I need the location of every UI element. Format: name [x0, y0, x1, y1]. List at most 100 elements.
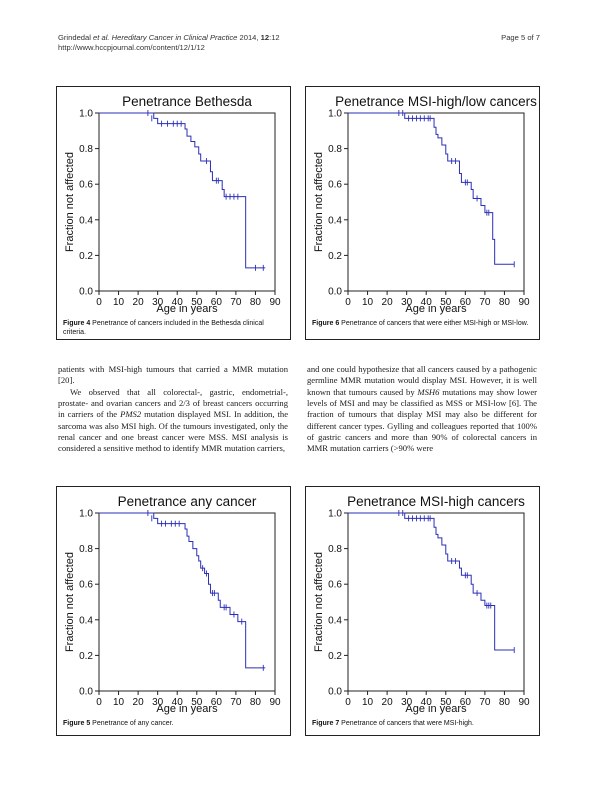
x-tick-label: 60	[460, 697, 472, 708]
x-tick-label: 10	[113, 297, 125, 308]
y-tick-label: 1.0	[79, 109, 93, 120]
y-tick-label: 0.0	[328, 687, 342, 698]
x-tick-label: 90	[269, 697, 281, 708]
x-tick-label: 30	[401, 297, 413, 308]
y-tick-label: 0.4	[328, 215, 342, 226]
y-tick-label: 0.0	[79, 687, 93, 698]
x-tick-label: 30	[401, 697, 413, 708]
figure-5-caption-label: Figure 5	[63, 720, 91, 727]
figure-5-caption: Figure 5 Penetrance of any cancer.	[63, 719, 284, 728]
x-tick-label: 60	[211, 297, 223, 308]
y-tick-label: 0.4	[79, 215, 93, 226]
figure-5-chart: Penetrance any cancer 0 10 20 30 40 50 60 70 80 90…	[64, 494, 281, 715]
y-axis-label: Fraction not affected	[313, 552, 325, 652]
y-tick-label: 0.2	[79, 651, 93, 662]
figure-7-caption: Figure 7 Penetrance of cancers that were…	[312, 719, 533, 728]
figure-4-caption: Figure 4 Penetrance of cancers included …	[63, 319, 284, 337]
citation-issue: :12	[269, 33, 280, 42]
body-column-left: patients with MSI-high tumours that carr…	[58, 364, 288, 455]
y-tick-label: 0.6	[328, 180, 342, 191]
y-tick-label: 0.2	[79, 251, 93, 262]
y-tick-label: 0.2	[328, 251, 342, 262]
chart-title: Penetrance Bethesda	[122, 94, 252, 109]
survival-curve	[348, 512, 515, 651]
x-tick-label: 80	[250, 297, 262, 308]
paragraph-text: mutations may show lower levels of MSI a…	[307, 386, 537, 454]
y-axis-label: Fraction not affected	[64, 552, 76, 652]
plot-frame	[98, 112, 276, 292]
survival-curve	[348, 112, 515, 265]
gene-name: MSH6	[417, 386, 440, 397]
figure-5: Penetrance any cancer 0 10 20 30 40 50 60 70 80 90…	[56, 486, 291, 736]
x-tick-label: 20	[382, 697, 394, 708]
y-tick-label: 0.8	[79, 544, 93, 555]
paragraph: and one could hypothesize that all cance…	[307, 364, 537, 455]
y-tick-label: 1.0	[328, 509, 342, 520]
x-tick-label: 10	[113, 697, 125, 708]
x-tick-label: 10	[362, 697, 374, 708]
body-column-right: and one could hypothesize that all cance…	[307, 364, 537, 455]
y-tick-label: 0.4	[328, 615, 342, 626]
x-tick-label: 50	[191, 697, 203, 708]
figure-6-chart: Penetrance MSI-high/low cancers 0 10 20 30 40…	[313, 94, 537, 315]
chart-title: Penetrance any cancer	[118, 494, 257, 509]
x-tick-label: 30	[152, 697, 164, 708]
y-tick-label: 0.8	[79, 144, 93, 155]
figure-4-caption-label: Figure 4	[63, 320, 91, 327]
citation: Grindedal et al. Hereditary Cancer in Cl…	[58, 33, 280, 43]
y-tick-label: 1.0	[79, 509, 93, 520]
gene-name: PMS2	[120, 409, 142, 420]
x-axis-label: Age in years	[156, 703, 218, 715]
x-tick-label: 40	[172, 697, 184, 708]
figure-6-caption-text: Penetrance of cancers that were either M…	[339, 320, 529, 327]
article-url[interactable]: http://www.hccpjournal.com/content/12/1/…	[58, 43, 205, 52]
citation-journal: Hereditary Cancer in Clinical Practice	[109, 33, 238, 42]
y-tick-label: 0.6	[79, 580, 93, 591]
x-axis-label: Age in years	[405, 303, 467, 315]
paragraph-text: mutation displayed MSI. In addition, the…	[58, 409, 289, 454]
x-tick-label: 90	[269, 297, 281, 308]
x-tick-label: 40	[421, 697, 433, 708]
y-tick-label: 0.6	[79, 180, 93, 191]
survival-curve	[99, 112, 266, 269]
x-tick-label: 50	[440, 697, 452, 708]
figure-6: Penetrance MSI-high/low cancers 0 10 20 30 40…	[305, 86, 540, 340]
plot-frame	[98, 512, 276, 692]
x-tick-label: 90	[518, 697, 530, 708]
figure-7-caption-label: Figure 7	[312, 720, 340, 727]
x-tick-label: 50	[191, 297, 203, 308]
x-tick-label: 10	[362, 297, 374, 308]
y-tick-label: 0.0	[328, 287, 342, 298]
x-tick-label: 0	[96, 697, 102, 708]
figure-5-caption-text: Penetrance of any cancer.	[90, 720, 174, 727]
citation-year: 2014,	[237, 33, 261, 42]
x-tick-label: 80	[499, 297, 511, 308]
y-tick-label: 1.0	[328, 109, 342, 120]
x-tick-label: 70	[479, 297, 491, 308]
x-tick-label: 20	[133, 697, 145, 708]
y-tick-label: 0.2	[328, 651, 342, 662]
citation-authors: Grindedal	[58, 33, 94, 42]
paragraph: patients with MSI-high tumours that carr…	[58, 364, 288, 386]
y-tick-label: 0.0	[79, 287, 93, 298]
figure-4-chart: Penetrance Bethesda 0 10 20 30 40 50 60 70 80 90 0.…	[64, 94, 281, 315]
figure-6-caption: Figure 6 Penetrance of cancers that were…	[312, 319, 533, 328]
x-tick-label: 20	[133, 297, 145, 308]
x-tick-label: 70	[230, 297, 242, 308]
x-tick-label: 20	[382, 297, 394, 308]
plot-frame	[347, 112, 525, 292]
page-number: Page 5 of 7	[501, 33, 540, 42]
x-tick-label: 70	[230, 697, 242, 708]
x-axis-label: Age in years	[156, 303, 218, 315]
running-header: Grindedal et al. Hereditary Cancer in Cl…	[58, 33, 280, 53]
x-tick-label: 80	[250, 697, 262, 708]
x-tick-label: 0	[345, 697, 351, 708]
x-tick-label: 30	[152, 297, 164, 308]
survival-curve	[99, 512, 266, 669]
chart-title: Penetrance MSI-high cancers	[347, 494, 525, 509]
x-tick-label: 90	[518, 297, 530, 308]
figure-7: Penetrance MSI-high cancers 0 10 20 30 40 50 60…	[305, 486, 540, 736]
y-axis-label: Fraction not affected	[313, 152, 325, 252]
paragraph-text: and one could hypothesize that all cance…	[307, 364, 537, 397]
figure-7-chart: Penetrance MSI-high cancers 0 10 20 30 40 50 60…	[313, 494, 530, 715]
